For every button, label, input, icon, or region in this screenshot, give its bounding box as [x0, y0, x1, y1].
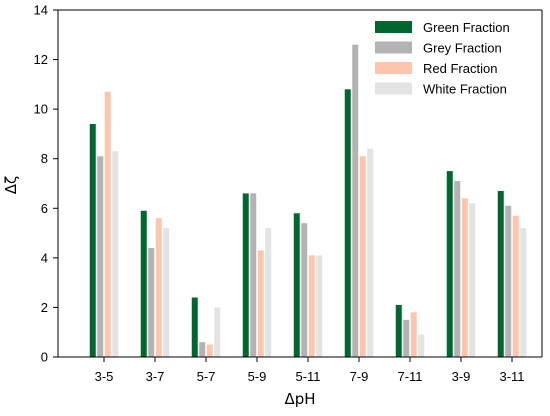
- bar-white-fraction-5-9: [265, 228, 272, 357]
- bar-white-fraction-5-11: [316, 255, 323, 357]
- y-tick-label: 0: [41, 350, 48, 365]
- y-tick-label: 12: [34, 52, 48, 67]
- legend-swatch-grey-fraction: [375, 41, 412, 54]
- bar-white-fraction-3-11: [520, 228, 527, 357]
- y-tick-label: 6: [41, 201, 48, 216]
- y-tick-label: 8: [41, 151, 48, 166]
- x-tick-label: 3-7: [146, 369, 165, 384]
- y-axis-title: Δζ: [2, 176, 20, 194]
- bar-red-fraction-3-11: [512, 215, 519, 357]
- y-ticks-group: 0 2 4 6 8 10 12 14: [34, 3, 58, 365]
- bar-grey-fraction-7-9: [352, 44, 359, 357]
- x-tick-label: 5-11: [295, 369, 320, 384]
- bar-white-fraction-7-11: [418, 334, 425, 357]
- x-tick-label: 3-11: [499, 369, 524, 384]
- bars-group: [89, 44, 527, 357]
- bar-green-fraction-3-7: [140, 210, 147, 357]
- y-tick-label: 4: [41, 250, 48, 265]
- x-tick-label: 3-5: [95, 369, 114, 384]
- bar-grey-fraction-5-11: [301, 223, 308, 357]
- x-tick-label: 7-9: [350, 369, 369, 384]
- y-tick-label: 14: [34, 3, 48, 18]
- bar-grey-fraction-3-11: [505, 205, 512, 357]
- bar-grey-fraction-5-7: [199, 342, 206, 357]
- bar-green-fraction-7-11: [395, 304, 402, 357]
- legend-label: Red Fraction: [423, 61, 497, 76]
- bar-red-fraction-3-5: [104, 91, 111, 357]
- bar-white-fraction-3-9: [469, 203, 476, 357]
- bar-grey-fraction-3-7: [148, 247, 155, 357]
- bar-grey-fraction-3-9: [454, 181, 461, 357]
- bar-red-fraction-5-9: [257, 250, 264, 357]
- bar-grey-fraction-3-5: [97, 156, 104, 357]
- x-axis-title: ΔpH: [284, 390, 315, 408]
- bar-green-fraction-5-9: [242, 193, 249, 357]
- bar-green-fraction-3-5: [89, 124, 96, 357]
- bar-red-fraction-7-11: [410, 312, 417, 357]
- bar-white-fraction-3-7: [163, 228, 170, 357]
- bar-grey-fraction-7-11: [403, 319, 410, 357]
- bar-green-fraction-5-11: [293, 213, 300, 357]
- bar-white-fraction-7-9: [367, 148, 374, 357]
- bar-white-fraction-5-7: [214, 307, 221, 357]
- bar-white-fraction-3-5: [112, 151, 119, 357]
- x-tick-label: 5-7: [197, 369, 216, 384]
- y-tick-label: 2: [41, 300, 48, 315]
- bar-red-fraction-3-9: [461, 198, 468, 357]
- bar-green-fraction-5-7: [191, 297, 198, 357]
- bar-green-fraction-7-9: [344, 89, 351, 357]
- bar-red-fraction-7-9: [359, 156, 366, 357]
- bar-green-fraction-3-9: [446, 171, 453, 357]
- bar-red-fraction-5-11: [308, 255, 315, 357]
- legend-label: Green Fraction: [423, 20, 510, 35]
- bar-grey-fraction-5-9: [250, 193, 257, 357]
- bar-green-fraction-3-11: [497, 190, 504, 357]
- legend-swatch-red-fraction: [375, 62, 412, 74]
- bar-red-fraction-3-7: [155, 218, 162, 357]
- x-tick-label: 7-11: [397, 369, 422, 384]
- x-tick-label: 3-9: [452, 369, 471, 384]
- bar-red-fraction-5-7: [206, 344, 213, 357]
- legend-label: Grey Fraction: [423, 41, 502, 56]
- legend-label: White Fraction: [423, 82, 507, 97]
- x-ticks-group: 3-5 3-7 5-7 5-9 5-11 7-9 7-11 3-9 3-11: [95, 357, 525, 384]
- y-tick-label: 10: [34, 102, 48, 117]
- legend: Green Fraction Grey Fraction Red Fraction W…: [375, 20, 510, 97]
- x-tick-label: 5-9: [248, 369, 267, 384]
- legend-swatch-white-fraction: [375, 82, 412, 95]
- legend-swatch-green-fraction: [375, 21, 412, 33]
